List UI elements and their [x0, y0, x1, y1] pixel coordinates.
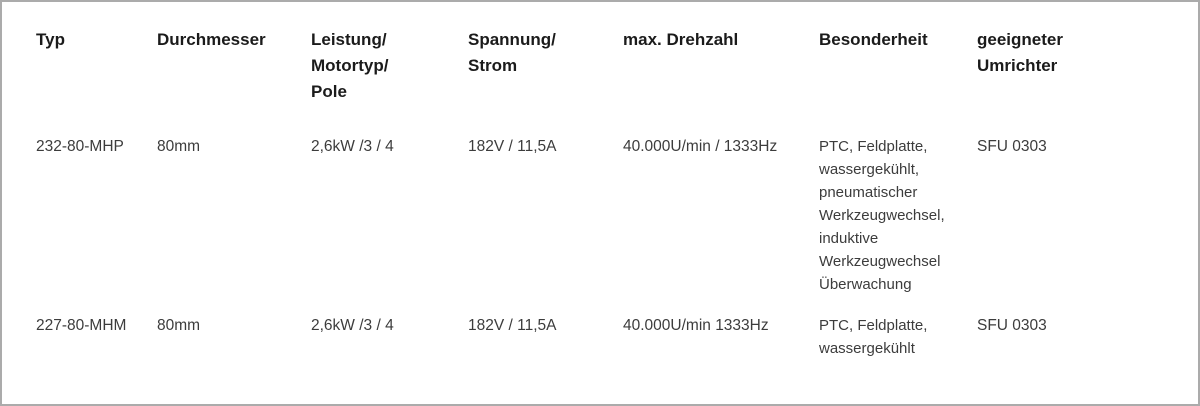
cell-besonderheit: PTC, Feldplatte, wassergekühlt, pneumati… — [819, 138, 945, 293]
header-besonderheit: Besonderheit — [819, 30, 928, 49]
header-typ: Typ — [36, 30, 65, 49]
cell-spannung-strom: 182V / 11,5A — [468, 138, 557, 155]
spindle-spec-table: Typ Durchmesser Leistung/ Motortyp/ Pole… — [2, 2, 1198, 360]
cell-max-drehzahl: 40.000U/min / 1333Hz — [623, 138, 778, 155]
header-leistung-motortyp-pole: Leistung/ Motortyp/ Pole — [311, 30, 389, 101]
cell-typ: 232-80-MHP — [36, 138, 124, 155]
cell-geeigneter-umrichter: SFU 0303 — [977, 317, 1047, 334]
header-spannung-strom: Spannung/ Strom — [468, 30, 556, 75]
cell-typ: 227-80-MHM — [36, 317, 127, 334]
cell-max-drehzahl: 40.000U/min 1333Hz — [623, 317, 769, 334]
cell-durchmesser: 80mm — [157, 317, 201, 334]
cell-durchmesser: 80mm — [157, 138, 201, 155]
cell-besonderheit: PTC, Feldplatte, wassergekühlt — [819, 317, 928, 357]
cell-leistung-motortyp-pole: 2,6kW /3 / 4 — [311, 317, 394, 334]
header-max-drehzahl: max. Drehzahl — [623, 30, 739, 49]
cell-geeigneter-umrichter: SFU 0303 — [977, 138, 1047, 155]
header-geeigneter-umrichter: geeigneter Umrichter — [977, 30, 1063, 75]
cell-leistung-motortyp-pole: 2,6kW /3 / 4 — [311, 138, 394, 155]
cell-spannung-strom: 182V / 11,5A — [468, 317, 557, 334]
table-row: 232-80-MHP 80mm 2,6kW /3 / 4 182V / 11,5… — [2, 105, 1198, 296]
header-durchmesser: Durchmesser — [157, 30, 266, 49]
table-row: 227-80-MHM 80mm 2,6kW /3 / 4 182V / 11,5… — [2, 296, 1198, 360]
table-header-row: Typ Durchmesser Leistung/ Motortyp/ Pole… — [2, 2, 1198, 105]
